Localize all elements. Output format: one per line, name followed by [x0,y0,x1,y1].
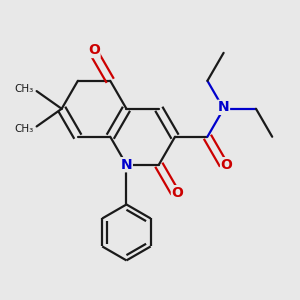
Text: CH₃: CH₃ [14,124,34,134]
Text: O: O [220,158,232,172]
Text: CH₃: CH₃ [14,84,34,94]
Text: O: O [171,186,183,200]
Text: N: N [121,158,132,172]
Text: O: O [88,44,100,58]
Text: N: N [218,100,230,114]
